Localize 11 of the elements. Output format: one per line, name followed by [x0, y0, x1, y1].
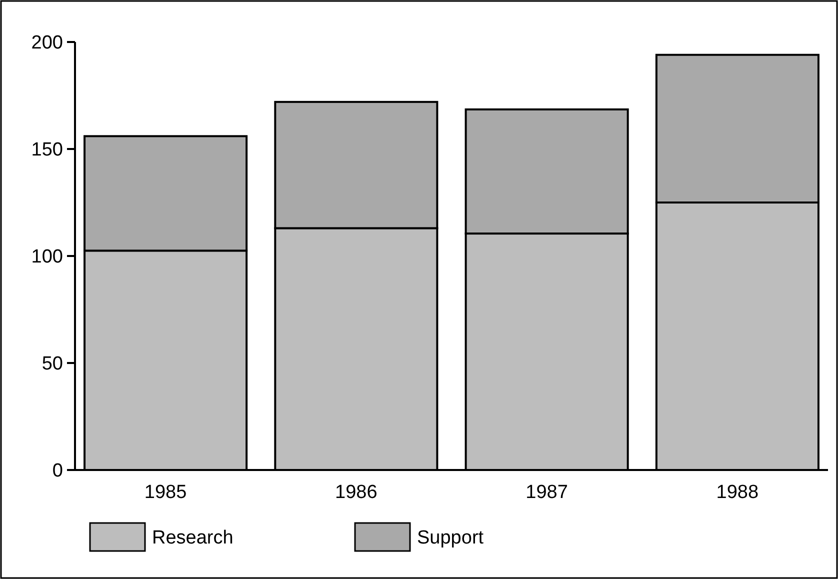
y-tick-label: 100 [31, 246, 63, 268]
x-tick-label: 1987 [526, 482, 568, 503]
x-tick-label: 1988 [716, 482, 759, 503]
x-tick-label: 1985 [144, 482, 187, 503]
y-tick-label: 200 [31, 32, 63, 54]
y-tick-label: 50 [42, 354, 63, 375]
y-tick-label: 0 [52, 460, 63, 482]
y-tick-label: 150 [31, 140, 63, 161]
legend-label: Research [152, 528, 234, 549]
legend-label: Support [417, 528, 484, 549]
x-tick-label: 1986 [335, 482, 378, 503]
